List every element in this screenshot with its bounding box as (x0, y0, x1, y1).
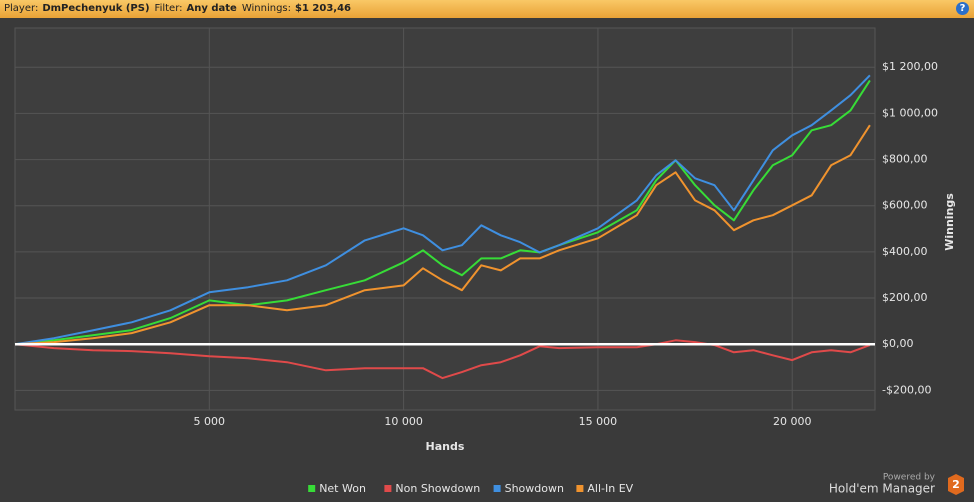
powered-by: Powered by (883, 473, 936, 483)
x-tick-label: 10 000 (384, 415, 423, 428)
legend-label: Showdown (505, 482, 564, 495)
help-button[interactable]: ? (956, 2, 969, 15)
y-tick-label: $200,00 (882, 291, 928, 304)
y-tick-label: $1 000,00 (882, 106, 938, 119)
header-bar: Player: DmPechenyuk (PS) Filter: Any date Wi… (0, 0, 974, 18)
x-tick-label: 5 000 (194, 415, 226, 428)
legend-swatch (576, 485, 584, 492)
player-label: Player: (4, 3, 39, 14)
y-tick-label: $400,00 (882, 245, 928, 258)
series-line (14, 74, 871, 346)
product-name: Hold'em Manager (829, 482, 935, 496)
x-tick-label: 15 000 (579, 415, 618, 428)
legend-swatch (308, 485, 316, 492)
winnings-label: Winnings: (241, 3, 292, 14)
legend-swatch (384, 485, 392, 492)
series-line (14, 339, 871, 380)
filter-label: Filter: (154, 3, 183, 14)
y-tick-label: $800,00 (882, 153, 928, 166)
y-tick-label: -$200,00 (882, 383, 931, 396)
filter: Any date (186, 3, 237, 14)
winnings: $1 203,46 (295, 3, 352, 14)
legend-label: Non Showdown (395, 482, 480, 495)
x-tick-label: 20 000 (773, 415, 812, 428)
legend-swatch (493, 485, 501, 492)
series-line (14, 79, 871, 346)
player: DmPechenyuk (PS) (42, 3, 150, 14)
y-tick-label: $0,00 (882, 337, 914, 350)
series-line (14, 124, 871, 346)
x-axis-label: Hands (426, 440, 465, 453)
legend-label: Net Won (319, 482, 366, 495)
logo-badge (948, 474, 964, 495)
y-axis-label: Winnings (943, 193, 956, 251)
y-tick-label: $600,00 (882, 199, 928, 212)
y-tick-label: $1 200,00 (882, 60, 938, 73)
logo-version: 2 (952, 478, 960, 491)
legend-label: All-In EV (587, 482, 633, 495)
